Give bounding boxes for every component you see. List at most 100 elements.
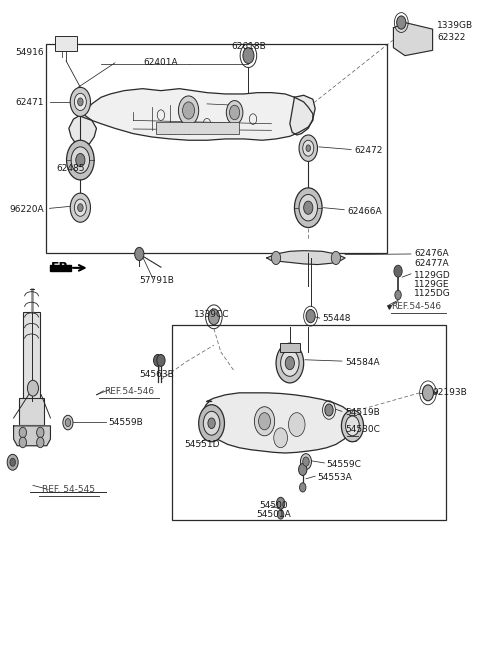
Circle shape — [199, 405, 225, 442]
Circle shape — [274, 428, 288, 448]
Polygon shape — [78, 89, 313, 140]
Circle shape — [394, 265, 402, 277]
Circle shape — [395, 290, 401, 299]
Circle shape — [299, 135, 317, 161]
Polygon shape — [69, 114, 96, 145]
Text: 62477A: 62477A — [414, 259, 449, 268]
Bar — [156, 122, 239, 133]
Circle shape — [154, 355, 162, 367]
Circle shape — [422, 385, 433, 401]
Circle shape — [254, 407, 275, 436]
Text: 1129GE: 1129GE — [414, 280, 450, 289]
Text: 54916: 54916 — [15, 48, 44, 57]
Text: 1339GB: 1339GB — [437, 21, 473, 31]
Circle shape — [70, 88, 91, 116]
Circle shape — [204, 411, 220, 435]
Text: 54519B: 54519B — [345, 408, 380, 417]
Text: 62485: 62485 — [57, 163, 85, 173]
Bar — [23, 312, 40, 402]
Circle shape — [7, 454, 18, 470]
Circle shape — [285, 357, 294, 370]
Circle shape — [306, 309, 315, 323]
Text: 54500: 54500 — [259, 501, 288, 510]
Circle shape — [259, 412, 271, 430]
Text: 1129GD: 1129GD — [414, 271, 451, 280]
Text: 54553A: 54553A — [317, 473, 352, 482]
Circle shape — [304, 201, 313, 214]
Circle shape — [27, 380, 38, 396]
Bar — [19, 398, 45, 424]
Circle shape — [71, 147, 90, 173]
Text: 62466A: 62466A — [348, 207, 382, 216]
Text: 57791B: 57791B — [139, 276, 174, 285]
Circle shape — [281, 350, 299, 376]
Bar — [46, 44, 386, 253]
Circle shape — [243, 48, 254, 64]
Circle shape — [271, 252, 281, 264]
Text: REF.54-546: REF.54-546 — [391, 302, 441, 311]
Polygon shape — [267, 251, 345, 264]
Circle shape — [325, 404, 333, 416]
Circle shape — [303, 457, 309, 466]
Circle shape — [331, 252, 340, 264]
Circle shape — [346, 416, 360, 436]
Circle shape — [300, 483, 306, 492]
Text: 1339CC: 1339CC — [194, 309, 229, 319]
Text: 92193B: 92193B — [432, 388, 468, 397]
Text: 54501A: 54501A — [256, 510, 291, 519]
Text: 55448: 55448 — [322, 314, 350, 323]
Text: 54551D: 54551D — [185, 440, 220, 449]
Circle shape — [135, 248, 144, 260]
Circle shape — [288, 412, 305, 436]
Circle shape — [306, 145, 311, 151]
Text: 1125DG: 1125DG — [414, 289, 451, 298]
Circle shape — [299, 195, 317, 221]
Text: 54559C: 54559C — [327, 460, 361, 469]
Circle shape — [157, 355, 165, 367]
Bar — [280, 343, 300, 352]
Text: 54563B: 54563B — [139, 371, 174, 380]
Text: 54530C: 54530C — [345, 425, 380, 434]
Text: REF.54-546: REF.54-546 — [104, 387, 154, 396]
Circle shape — [303, 140, 314, 156]
Text: REF. 54-545: REF. 54-545 — [42, 485, 96, 494]
Text: 96220A: 96220A — [9, 205, 44, 214]
Circle shape — [36, 427, 44, 438]
Circle shape — [229, 105, 240, 120]
Polygon shape — [203, 393, 354, 453]
Polygon shape — [50, 265, 71, 270]
Circle shape — [19, 437, 26, 448]
Circle shape — [78, 98, 83, 106]
Circle shape — [63, 415, 73, 430]
Text: 62476A: 62476A — [414, 250, 449, 258]
Circle shape — [299, 463, 307, 475]
Bar — [172, 325, 446, 521]
Circle shape — [70, 193, 91, 222]
Circle shape — [78, 204, 83, 212]
Circle shape — [276, 343, 304, 383]
Polygon shape — [394, 23, 432, 56]
Text: 62618B: 62618B — [231, 42, 266, 51]
Circle shape — [341, 410, 363, 442]
Text: 62472: 62472 — [354, 145, 383, 155]
Circle shape — [300, 454, 312, 469]
Circle shape — [10, 458, 15, 466]
Text: 54559B: 54559B — [108, 418, 143, 427]
Polygon shape — [13, 426, 50, 446]
Bar — [55, 37, 77, 51]
Circle shape — [396, 16, 406, 29]
Text: FR.: FR. — [50, 261, 73, 274]
Circle shape — [294, 188, 322, 228]
Circle shape — [208, 418, 215, 428]
Circle shape — [179, 96, 199, 125]
Circle shape — [182, 102, 194, 119]
Polygon shape — [290, 95, 315, 135]
Text: 62401A: 62401A — [144, 58, 178, 67]
Circle shape — [276, 497, 285, 509]
Circle shape — [74, 94, 86, 110]
Circle shape — [36, 437, 44, 448]
Circle shape — [76, 153, 85, 167]
Circle shape — [65, 418, 71, 426]
Text: 62471: 62471 — [15, 98, 44, 107]
Circle shape — [19, 427, 26, 438]
